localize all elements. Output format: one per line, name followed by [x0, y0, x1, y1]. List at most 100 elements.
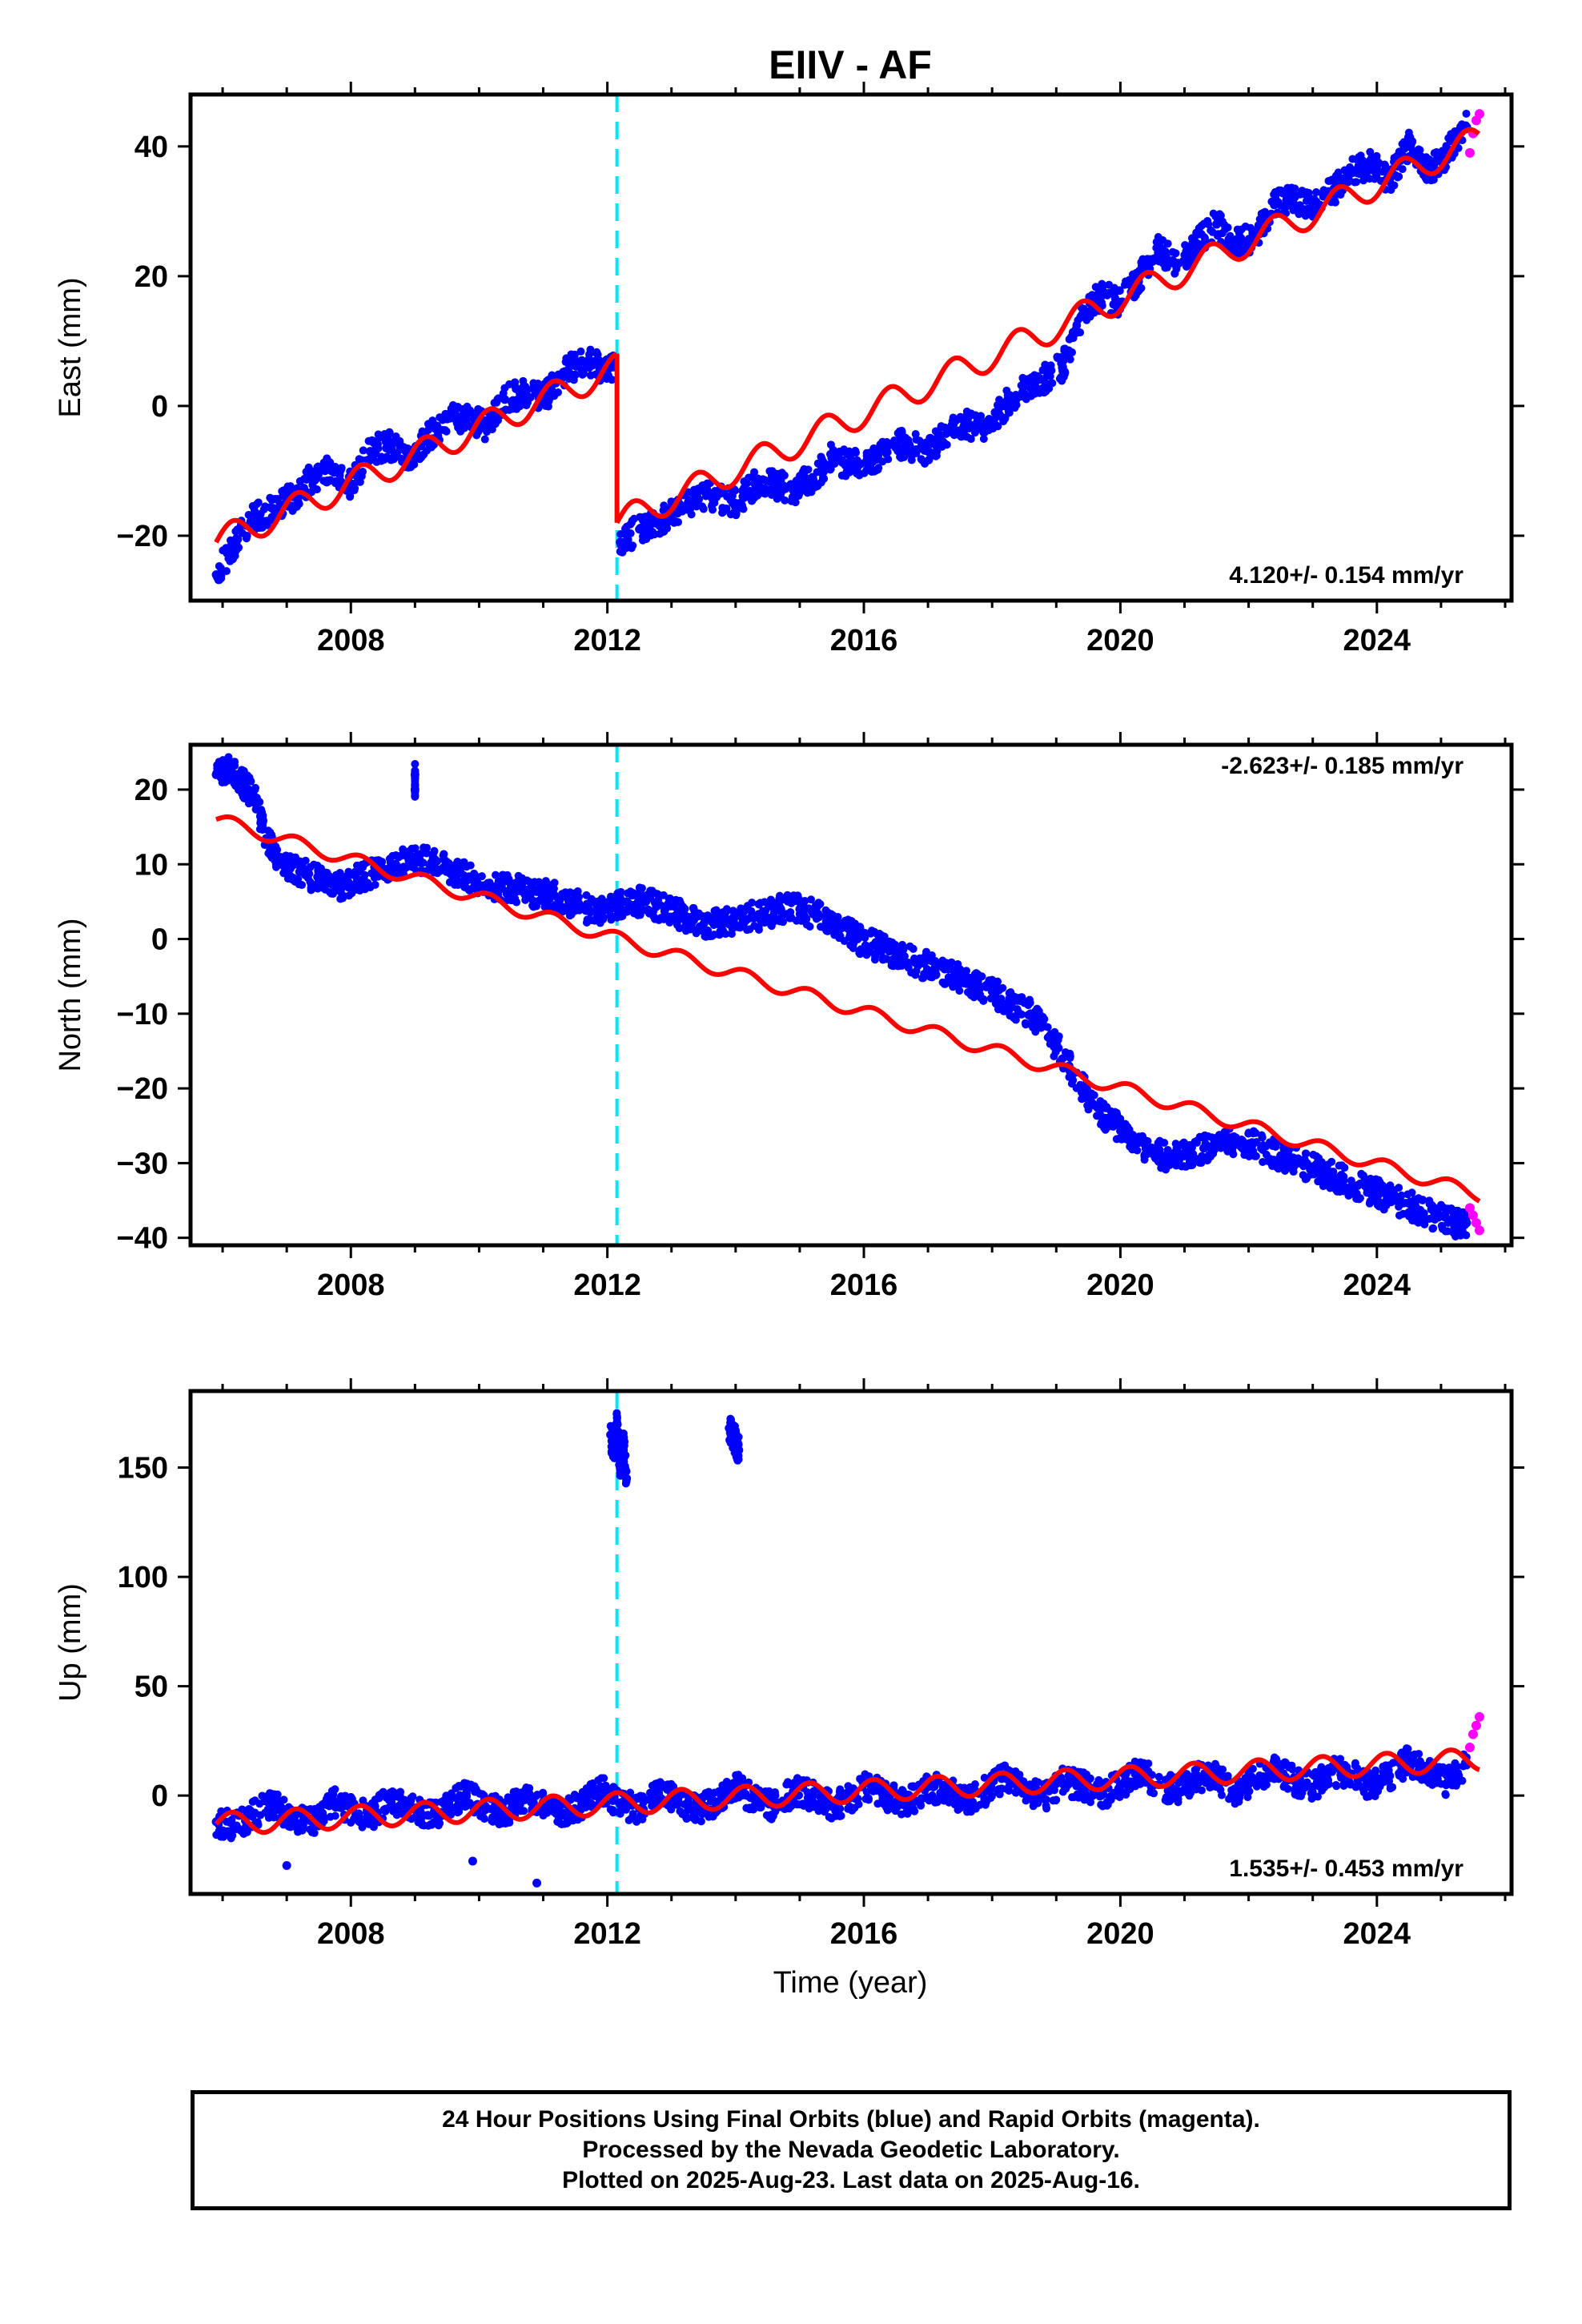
final-point	[1107, 1108, 1116, 1116]
final-point	[279, 492, 287, 501]
final-point	[1414, 1194, 1423, 1203]
final-point	[1153, 1156, 1162, 1164]
final-point	[488, 425, 496, 434]
final-point	[1185, 257, 1194, 266]
final-point	[659, 506, 668, 515]
final-point	[956, 965, 965, 974]
final-point	[1462, 109, 1471, 118]
final-point	[1058, 356, 1067, 364]
final-point	[639, 1798, 648, 1807]
final-point	[789, 1779, 798, 1787]
final-point	[481, 1806, 490, 1815]
final-point	[295, 857, 304, 866]
chart-title: EIIV - AF	[769, 42, 932, 87]
x-tick-label: 2008	[317, 624, 385, 657]
final-point	[705, 1787, 713, 1796]
final-point	[576, 347, 585, 356]
final-point	[215, 576, 224, 585]
final-point	[416, 1807, 425, 1816]
final-point	[1317, 1169, 1326, 1178]
final-point	[1210, 1138, 1219, 1147]
final-point	[296, 477, 305, 486]
final-point	[586, 1780, 595, 1789]
final-point	[1336, 1171, 1345, 1180]
final-point	[331, 1797, 339, 1806]
final-point	[347, 880, 355, 889]
x-tick-label: 2020	[1086, 1269, 1154, 1302]
y-axis-label: East (mm)	[54, 277, 87, 417]
final-point	[1436, 1200, 1445, 1209]
final-point	[1220, 220, 1229, 229]
final-point	[771, 471, 780, 480]
final-point	[1002, 999, 1010, 1008]
final-point	[456, 1791, 464, 1799]
final-point	[692, 929, 701, 938]
final-point	[282, 1861, 291, 1871]
final-point	[1237, 225, 1246, 234]
final-point	[1214, 216, 1223, 225]
final-point	[1419, 1209, 1428, 1218]
final-point	[793, 891, 802, 900]
final-point	[1084, 1105, 1093, 1114]
final-point	[915, 444, 924, 453]
final-point	[940, 979, 949, 988]
final-point	[1323, 1160, 1332, 1169]
final-point	[974, 977, 982, 986]
final-point	[1395, 1211, 1403, 1220]
final-point	[231, 1822, 240, 1831]
final-point	[1164, 258, 1173, 267]
rapid-point	[1464, 1203, 1475, 1213]
final-point	[660, 527, 669, 536]
final-point	[498, 870, 507, 879]
final-point	[286, 482, 295, 491]
final-point	[807, 895, 816, 904]
x-tick-label: 2024	[1343, 1269, 1411, 1302]
final-point	[346, 492, 355, 501]
final-point	[869, 444, 878, 452]
final-point	[616, 911, 624, 919]
final-point	[1366, 1174, 1375, 1183]
final-point	[1163, 1145, 1172, 1154]
final-point	[753, 1802, 761, 1811]
final-point	[703, 479, 712, 488]
y-tick-label: −20	[117, 1072, 168, 1106]
final-point	[695, 495, 704, 504]
final-point	[680, 1800, 689, 1809]
final-point	[994, 1000, 1003, 1009]
final-point	[1326, 1167, 1335, 1176]
final-point	[1237, 1138, 1246, 1147]
final-point	[733, 505, 741, 514]
final-point	[468, 1856, 477, 1866]
final-point	[460, 870, 468, 879]
final-point	[747, 497, 756, 505]
final-point	[778, 918, 787, 927]
final-point	[1122, 1132, 1131, 1141]
final-point	[638, 1815, 647, 1823]
final-point	[898, 944, 907, 953]
final-point	[453, 857, 462, 866]
final-point	[822, 927, 831, 935]
final-point	[213, 761, 222, 770]
final-point	[1227, 1132, 1236, 1141]
final-point	[439, 851, 448, 860]
final-point	[416, 858, 425, 867]
model-curve	[215, 814, 1481, 1204]
final-point	[512, 1806, 521, 1815]
final-point	[1034, 385, 1042, 394]
final-point	[355, 1809, 363, 1818]
final-point	[1195, 223, 1203, 232]
final-point	[1152, 1149, 1161, 1158]
final-point	[463, 1791, 472, 1800]
final-point	[1459, 1213, 1468, 1222]
final-point	[814, 1807, 823, 1815]
final-point	[841, 916, 849, 925]
final-point	[307, 880, 315, 889]
final-point	[734, 1793, 743, 1802]
final-point	[491, 1812, 500, 1821]
final-point	[618, 548, 627, 557]
final-point	[608, 1808, 617, 1817]
final-point	[495, 1820, 504, 1829]
final-point	[795, 489, 804, 498]
final-point	[741, 486, 749, 495]
final-point	[1248, 1150, 1257, 1159]
